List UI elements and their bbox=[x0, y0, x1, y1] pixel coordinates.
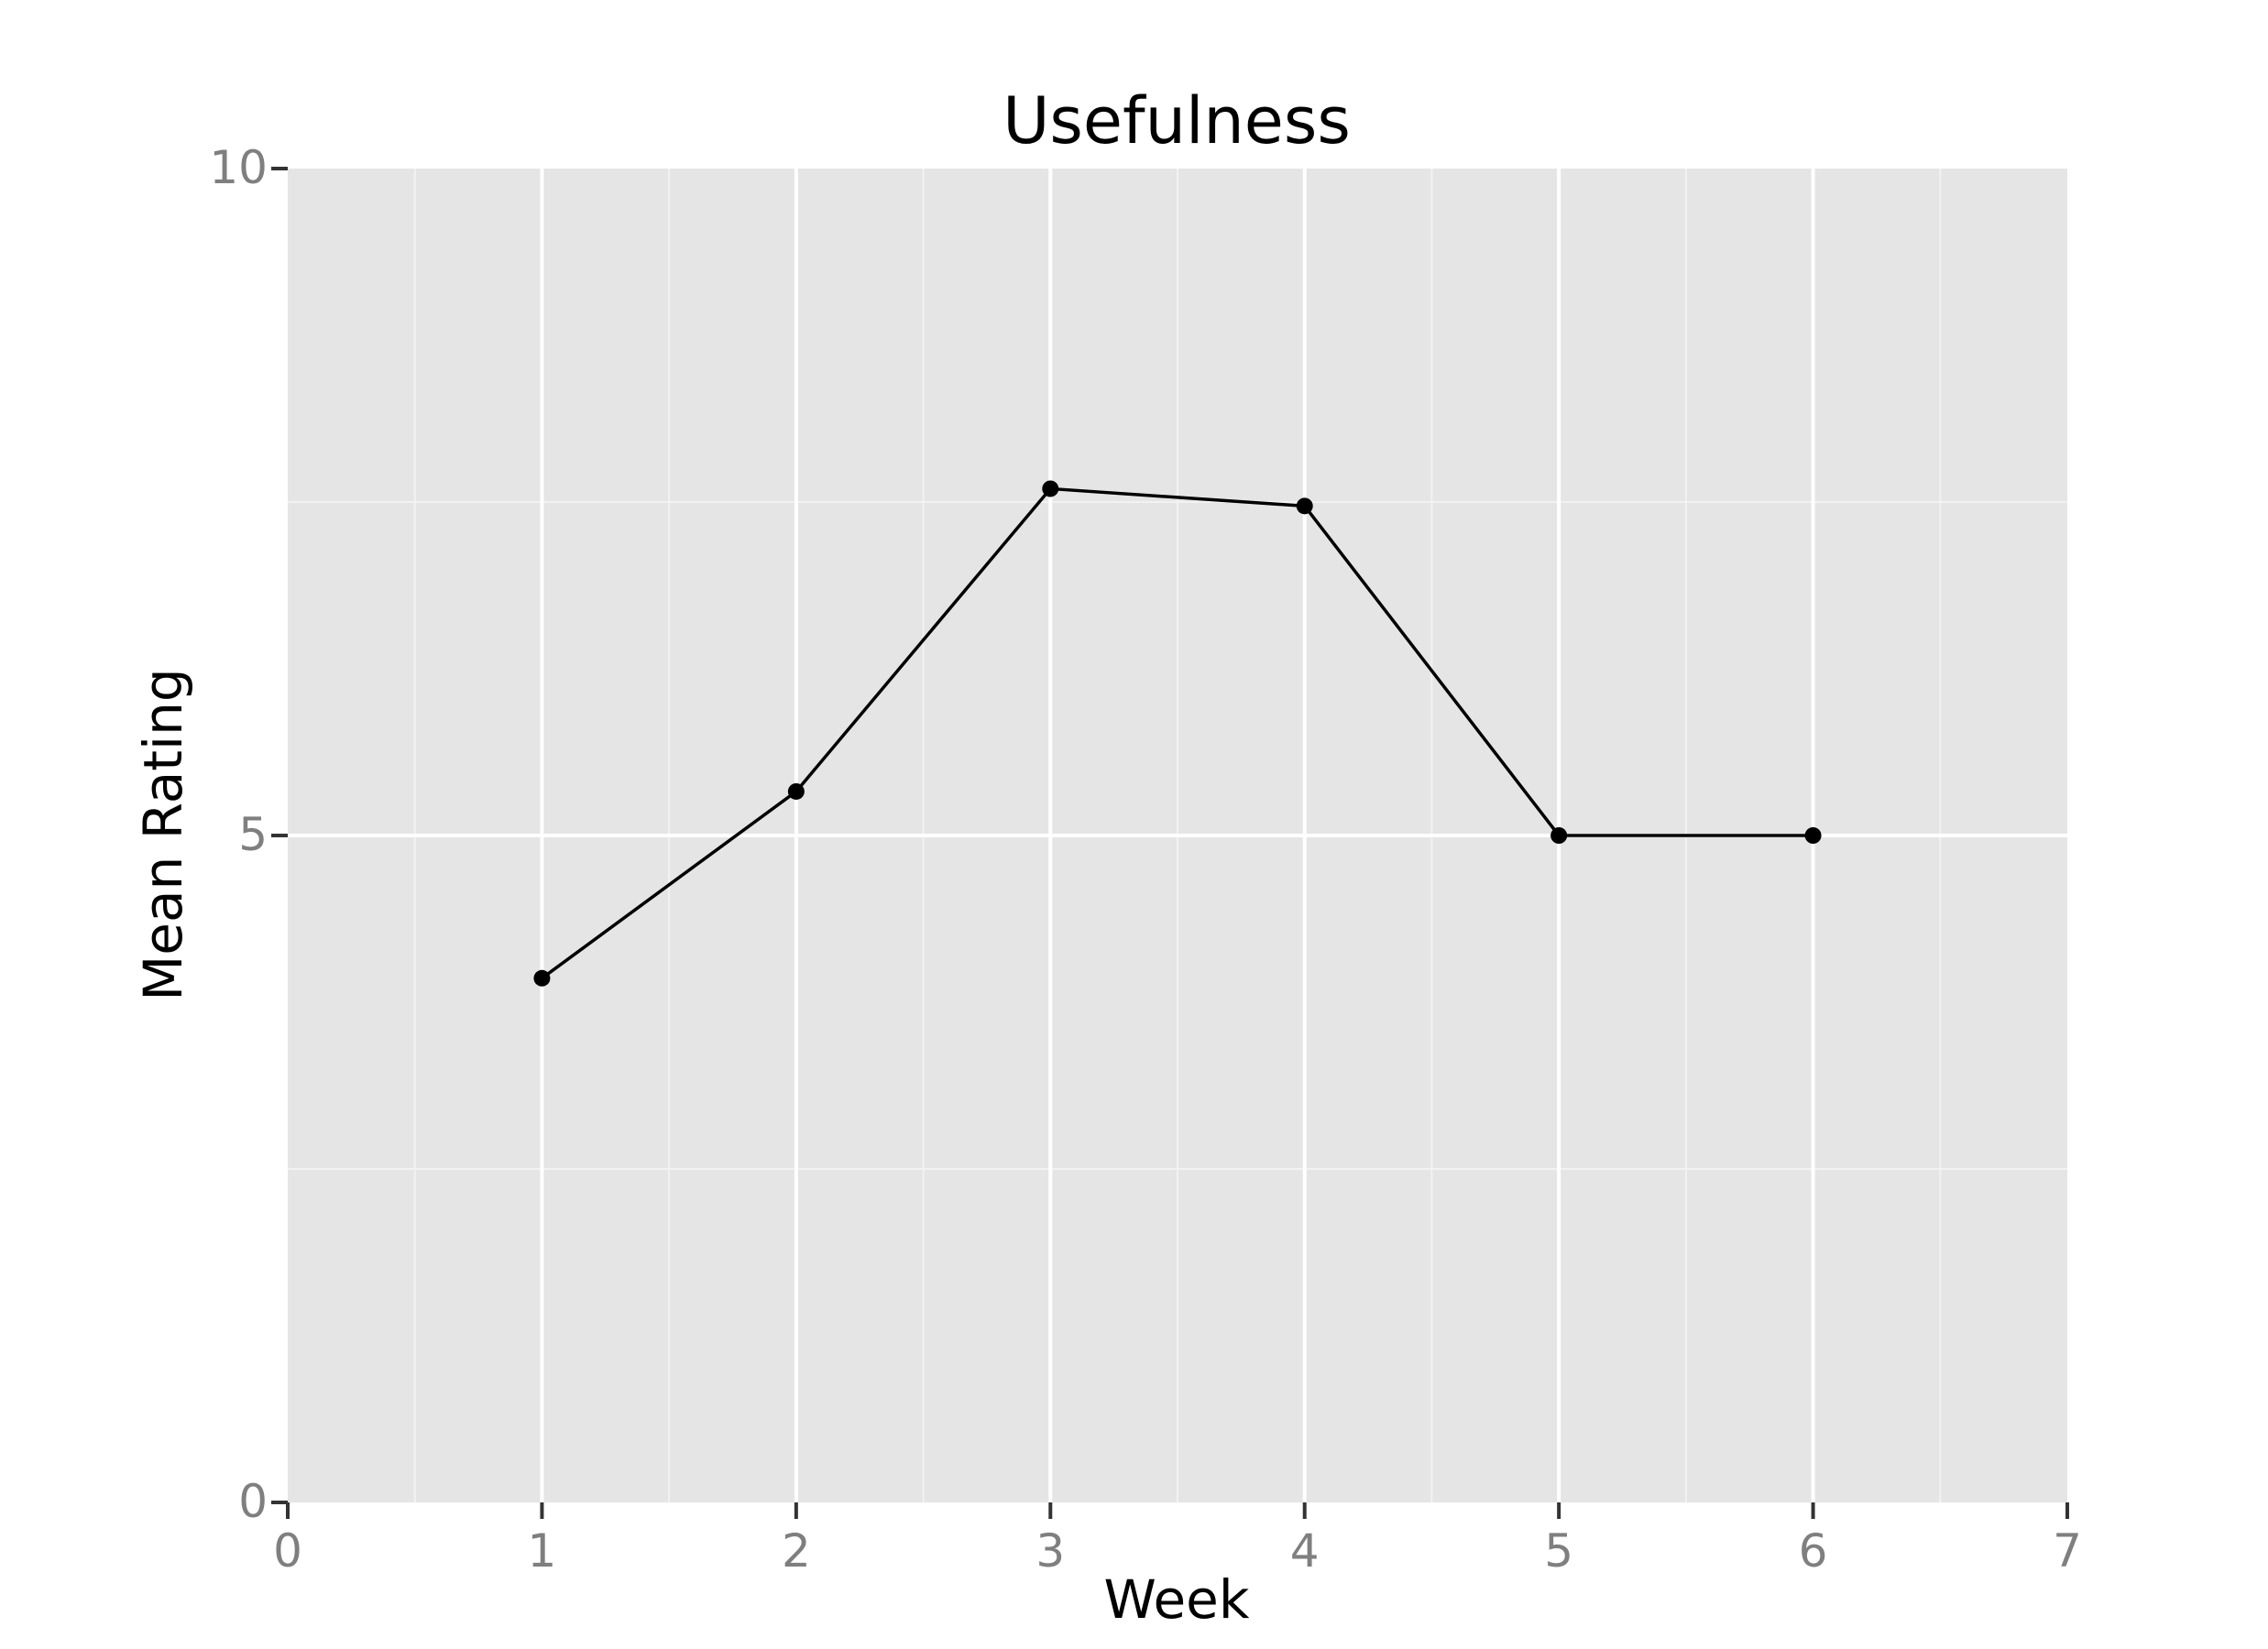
y-tick-label: 5 bbox=[238, 808, 268, 861]
x-tick-label: 3 bbox=[1035, 1524, 1065, 1578]
data-point bbox=[533, 969, 551, 987]
x-tick-label: 2 bbox=[782, 1524, 811, 1578]
x-tick-label: 5 bbox=[1544, 1524, 1573, 1578]
series-layer bbox=[533, 480, 1822, 987]
data-point bbox=[1296, 497, 1313, 515]
data-point bbox=[1804, 827, 1822, 844]
y-axis-title: Mean Rating bbox=[132, 668, 194, 1000]
data-point bbox=[787, 782, 805, 800]
y-tick-label: 10 bbox=[209, 141, 268, 194]
x-tick-label: 7 bbox=[2053, 1524, 2082, 1578]
series-line bbox=[541, 486, 1813, 980]
x-tick-label: 4 bbox=[1290, 1524, 1320, 1578]
data-point bbox=[1042, 480, 1059, 497]
data-point bbox=[1550, 827, 1568, 844]
chart-title: Usefulness bbox=[1003, 83, 1351, 158]
x-tick-label: 0 bbox=[273, 1524, 302, 1578]
x-tick-label: 6 bbox=[1799, 1524, 1828, 1578]
axes-layer: 0 1 2 3 4 5 6 7 0 5 10 bbox=[209, 141, 2082, 1578]
x-tick-label: 1 bbox=[528, 1524, 557, 1578]
x-axis-title: Week bbox=[1104, 1568, 1250, 1631]
y-tick-label: 0 bbox=[238, 1475, 268, 1528]
